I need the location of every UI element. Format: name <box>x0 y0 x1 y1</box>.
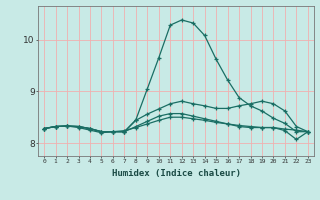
X-axis label: Humidex (Indice chaleur): Humidex (Indice chaleur) <box>111 169 241 178</box>
